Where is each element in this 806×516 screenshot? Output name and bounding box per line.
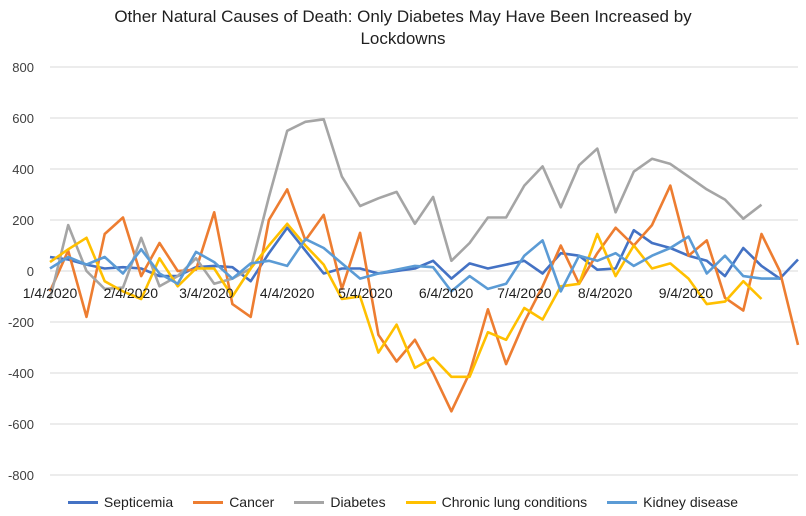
chart-title-line2: Lockdowns <box>360 29 446 48</box>
legend-swatch <box>67 500 98 504</box>
series-line-diabetes <box>48 118 763 300</box>
x-tick-label: 7/4/2020 <box>497 285 552 301</box>
y-tick-label: -600 <box>8 417 34 432</box>
y-tick-label: 600 <box>12 111 34 126</box>
legend-item: Diabetes <box>294 494 386 510</box>
legend-item: Chronic lung conditions <box>405 494 588 510</box>
x-axis-tick-labels: 1/4/2020 2/4/2020 3/4/2020 4/4/2020 5/4/2020… <box>23 285 714 301</box>
series-line-septicemia <box>49 226 799 283</box>
legend: Septicemia Cancer Diabetes Chronic lung con… <box>0 494 806 510</box>
legend-item: Cancer <box>193 494 274 510</box>
x-tick-label: 4/4/2020 <box>260 285 315 301</box>
gridlines <box>50 66 798 476</box>
legend-label: Chronic lung conditions <box>441 494 588 510</box>
legend-label: Diabetes <box>330 494 386 510</box>
x-tick-label: 1/4/2020 <box>23 285 78 301</box>
x-tick-label: 2/4/2020 <box>104 285 159 301</box>
x-tick-label: 6/4/2020 <box>419 285 474 301</box>
chart-title: Other Natural Causes of Death: Only Diab… <box>0 6 806 50</box>
series-line-chronic-lung-conditions <box>49 222 763 379</box>
y-tick-label: -800 <box>8 468 34 483</box>
legend-label: Cancer <box>229 494 275 510</box>
x-tick-label: 3/4/2020 <box>179 285 234 301</box>
y-tick-label: -400 <box>8 366 34 381</box>
legend-item: Kidney disease <box>607 494 738 510</box>
x-tick-label: 9/4/2020 <box>659 285 714 301</box>
series-line-kidney-disease <box>49 235 780 293</box>
legend-swatch <box>405 500 436 504</box>
y-tick-label: 0 <box>27 264 34 279</box>
legend-swatch <box>294 500 325 504</box>
series-lines <box>48 118 800 413</box>
y-axis-tick-labels: 800 600 400 200 0 -200 -400 -600 -800 <box>8 60 34 483</box>
x-tick-label: 8/4/2020 <box>578 285 633 301</box>
y-tick-label: 200 <box>12 213 34 228</box>
series-line-cancer <box>48 184 800 413</box>
legend-swatch <box>607 500 638 504</box>
legend-swatch <box>193 500 224 504</box>
legend-item: Septicemia <box>67 494 174 510</box>
y-tick-label: 800 <box>12 60 34 75</box>
x-tick-label: 5/4/2020 <box>338 285 393 301</box>
y-tick-label: 400 <box>12 162 34 177</box>
chart-title-line1: Other Natural Causes of Death: Only Diab… <box>114 7 692 26</box>
y-tick-label: -200 <box>8 315 34 330</box>
legend-label: Septicemia <box>103 494 174 510</box>
legend-label: Kidney disease <box>643 494 739 510</box>
